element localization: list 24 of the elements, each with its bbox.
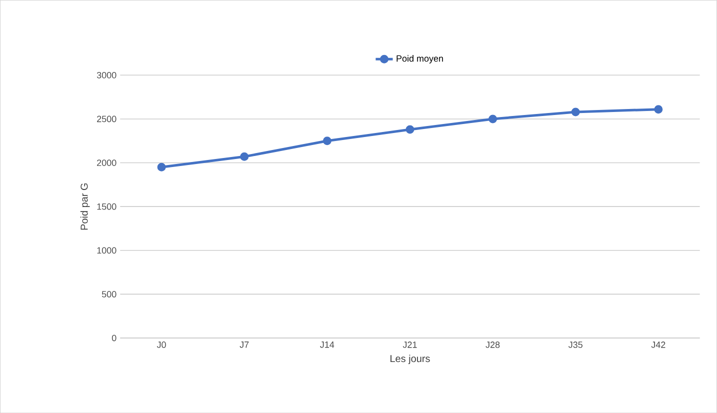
point bbox=[406, 125, 414, 134]
y-axis-title: Poid par G bbox=[80, 183, 90, 230]
x-tick-label: J28 bbox=[486, 341, 500, 348]
x-axis-title: Les jours bbox=[390, 354, 430, 364]
x-tick-label: J0 bbox=[156, 341, 166, 348]
point bbox=[571, 108, 580, 116]
x-tick-label: J35 bbox=[568, 341, 582, 348]
point bbox=[654, 105, 663, 114]
y-tick-label: 1500 bbox=[97, 203, 116, 210]
y-tick-label: 1000 bbox=[97, 247, 116, 254]
y-tick-label: 3000 bbox=[96, 72, 116, 78]
x-tick-label: J42 bbox=[651, 341, 666, 348]
x-tick-label: J7 bbox=[240, 341, 249, 348]
point bbox=[157, 162, 166, 172]
y-tick-label: 0 bbox=[112, 334, 116, 342]
y-tick-label: 2500 bbox=[97, 116, 116, 122]
point bbox=[488, 114, 498, 124]
point bbox=[322, 136, 332, 146]
x-tick-label: J14 bbox=[320, 341, 334, 348]
y-tick-label: 2000 bbox=[97, 160, 116, 166]
point bbox=[240, 152, 249, 161]
legend-label: Poid moyen bbox=[396, 54, 443, 64]
x-tick-label: J21 bbox=[402, 341, 417, 348]
y-tick-label: 500 bbox=[102, 290, 116, 298]
